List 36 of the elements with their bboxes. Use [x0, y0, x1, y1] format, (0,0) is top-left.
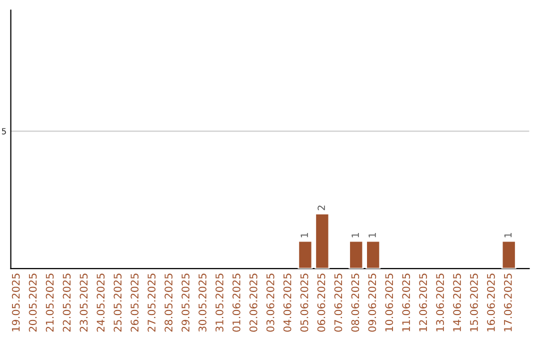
data-label: 1	[352, 233, 359, 238]
x-tick-label: 06.06.2025	[317, 274, 326, 332]
x-tick-label: 15.06.2025	[470, 274, 478, 332]
x-tick-label: 21.05.2025	[46, 274, 54, 332]
data-label: 2	[318, 206, 325, 210]
x-tick-label: 13.06.2025	[436, 274, 444, 332]
x-tick-label: 20.05.2025	[28, 274, 37, 332]
x-tick-label: 01.06.2025	[232, 274, 240, 332]
x-tick-label: 14.06.2025	[453, 274, 461, 332]
x-tick-label: 03.06.2025	[266, 274, 274, 332]
x-tick-label: 02.06.2025	[249, 274, 258, 332]
x-tick-label: 25.05.2025	[114, 274, 122, 332]
x-tick-label: 29.05.2025	[182, 274, 190, 332]
x-tick-label: 04.06.2025	[283, 274, 292, 332]
x-tick-label: 28.05.2025	[164, 274, 172, 332]
x-tick-label: 24.05.2025	[96, 274, 105, 332]
x-tick-label: 09.06.2025	[368, 274, 376, 332]
x-tick-label: 07.06.2025	[334, 274, 342, 332]
x-tick-label: 23.05.2025	[80, 274, 88, 332]
data-label: 1	[504, 233, 512, 238]
x-tick-label: 08.06.2025	[351, 274, 360, 332]
x-tick-label: 27.05.2025	[148, 274, 156, 332]
x-tick-label: 26.05.2025	[130, 274, 139, 332]
x-tick-label: 30.05.2025	[198, 274, 206, 332]
x-tick-label: 05.06.2025	[300, 274, 308, 332]
x-tick-label: 11.06.2025	[402, 274, 410, 332]
y-tick-label: 5	[2, 128, 6, 134]
x-tick-label: 12.06.2025	[419, 274, 428, 332]
x-tick-label: 17.06.2025	[504, 274, 512, 332]
data-label: 1	[368, 233, 376, 238]
data-label: 1	[300, 233, 308, 238]
x-tick-label: 10.06.2025	[385, 274, 394, 332]
x-tick-label: 31.05.2025	[216, 274, 224, 332]
x-tick-label: 19.05.2025	[12, 274, 20, 332]
x-tick-label: 22.05.2025	[62, 274, 71, 332]
x-tick-label: 16.06.2025	[487, 274, 495, 332]
